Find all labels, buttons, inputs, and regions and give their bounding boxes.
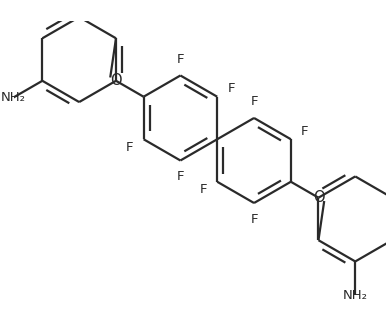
Text: O: O (110, 73, 122, 88)
Text: F: F (301, 125, 308, 138)
Text: F: F (199, 183, 207, 196)
Text: F: F (176, 170, 184, 183)
Text: NH₂: NH₂ (0, 91, 26, 104)
Text: NH₂: NH₂ (343, 289, 368, 302)
Text: F: F (228, 82, 235, 95)
Text: O: O (313, 190, 324, 205)
Text: F: F (250, 95, 258, 108)
Text: F: F (176, 53, 184, 66)
Text: F: F (250, 213, 258, 226)
Text: F: F (126, 141, 134, 154)
